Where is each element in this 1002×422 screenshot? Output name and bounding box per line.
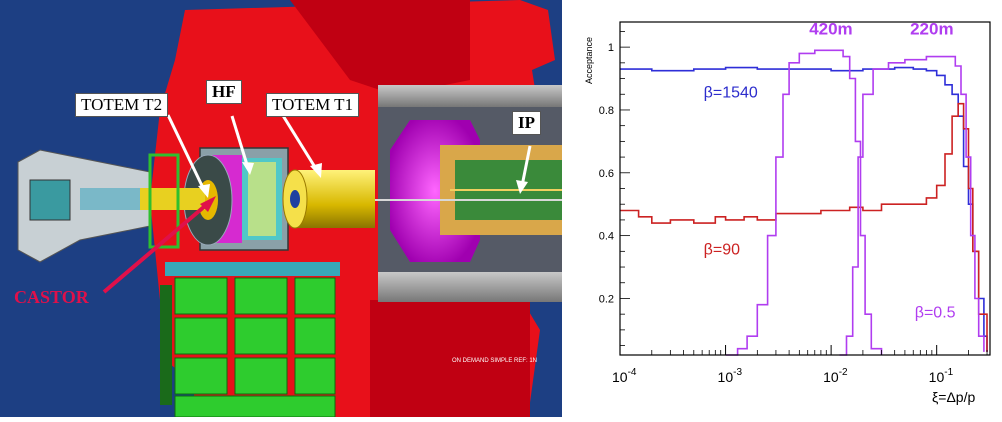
detector-drawing: ON DEMAND SIMPLE REF: 1N xyxy=(0,0,562,417)
label-hf: HF xyxy=(206,80,242,104)
y-tick-label: 0.4 xyxy=(599,231,614,243)
y-tick-label: 0.2 xyxy=(599,293,614,305)
annotation-label: 420m xyxy=(809,20,852,39)
series-line-3 xyxy=(839,55,985,356)
y-tick-label: 0.6 xyxy=(599,168,614,180)
series-line-2 xyxy=(725,49,883,356)
x-tick-label: 10-1 xyxy=(929,367,954,385)
label-ip: IP xyxy=(512,111,541,135)
annotation-label: β=0.5 xyxy=(915,304,956,321)
series-line-1 xyxy=(620,102,988,352)
footer-text: ON DEMAND SIMPLE REF: 1N xyxy=(452,358,537,364)
x-tick-label: 10-4 xyxy=(612,367,637,385)
castor-arrow xyxy=(102,198,214,294)
x-tick-label: 10-2 xyxy=(823,367,848,385)
support-stack xyxy=(160,262,340,417)
acceptance-chart: 10-4 10-3 10-2 10-1 0.2 0.4 0.6 0.8 1 420m 220m β=… xyxy=(562,0,1002,417)
x-tick-label: 10-3 xyxy=(718,367,743,385)
x-axis-label: ξ=Δp/p xyxy=(932,389,975,405)
label-castor: CASTOR xyxy=(14,287,89,307)
y-tick-label: 1 xyxy=(608,42,614,54)
totem-t1-cylinder xyxy=(295,170,375,228)
chart-svg: 10-4 10-3 10-2 10-1 0.2 0.4 0.6 0.8 1 420m 220m β=… xyxy=(584,20,991,405)
label-totem-t1: TOTEM T1 xyxy=(266,93,360,117)
y-axis-label: Acceptance xyxy=(584,37,594,84)
label-totem-t2: TOTEM T2 xyxy=(75,93,169,117)
annotation-label: 220m xyxy=(910,20,953,39)
y-tick-label: 0.8 xyxy=(599,105,614,117)
annotation-label: β=90 xyxy=(704,241,740,258)
detector-diagram: ON DEMAND SIMPLE REF: 1N TOTEM T2 HF TOT… xyxy=(0,0,562,417)
annotation-label: β=1540 xyxy=(704,84,758,101)
